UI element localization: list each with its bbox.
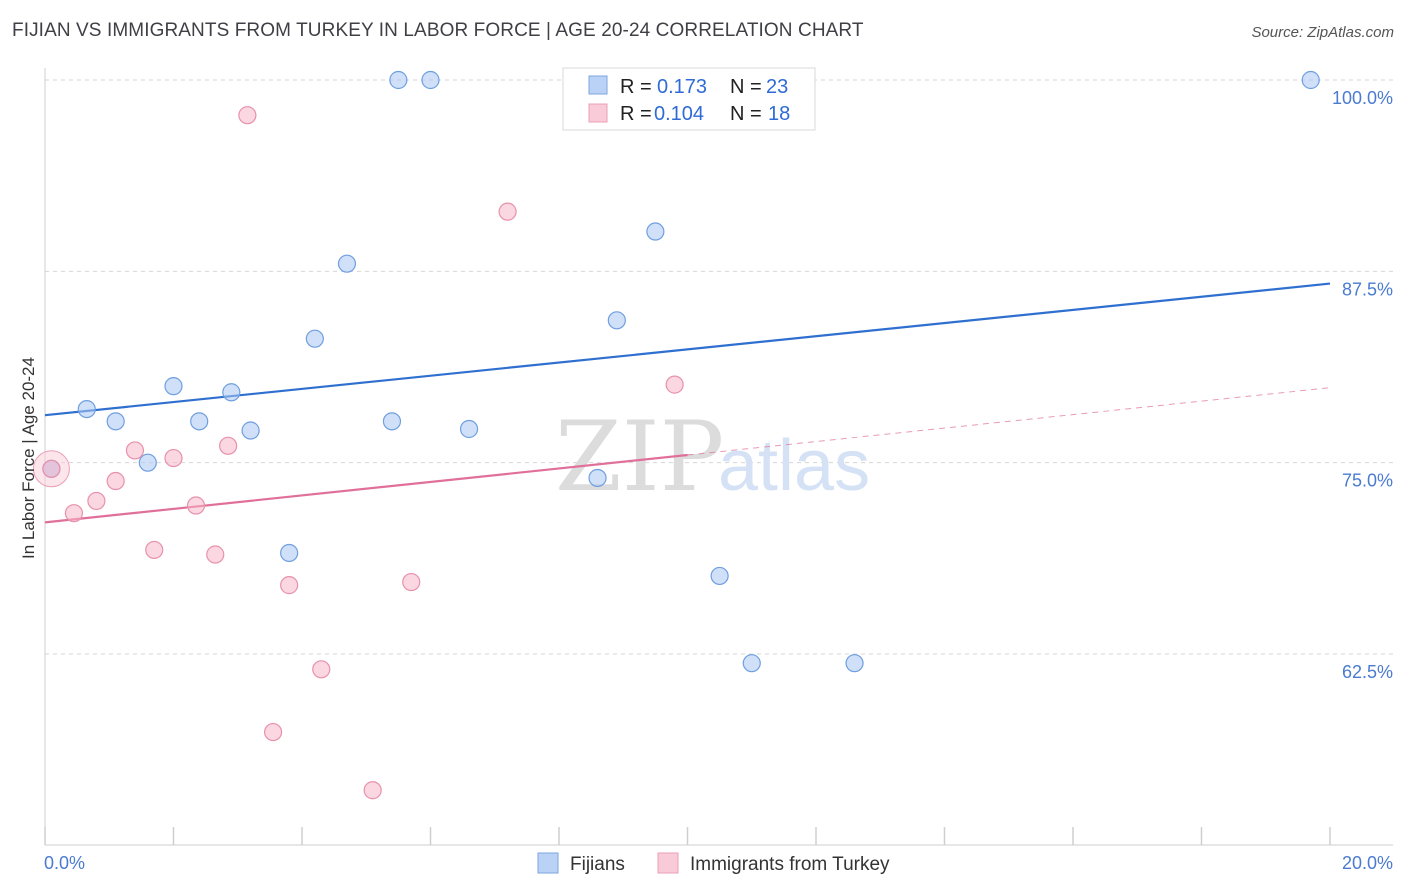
point-s0-1 [77,399,96,419]
point-s0-21 [1301,70,1320,90]
point-s0-2 [106,412,125,431]
point-s0-15 [588,468,607,488]
legend-r-label-1: R = [620,76,652,98]
legend-r-value-1: 0.173 [657,76,707,98]
legend-r-label-2: R = [620,103,652,125]
point-s0-19 [742,654,761,673]
trend-lines [44,282,1331,524]
point-s0-11 [382,412,402,431]
bottom-legend-label-fijians: Fijians [570,854,625,875]
point-s0-13 [421,70,440,90]
point-s0-20 [845,654,864,673]
point-s0-16 [607,311,626,330]
point-s0-6 [222,383,241,402]
legend-swatch-fijians [588,75,608,95]
bottom-legend-swatch-fijians [537,852,559,874]
point-s0-7 [241,421,260,440]
legend-n-value-1: 23 [766,76,788,98]
chart-title: FIJIAN VS IMMIGRANTS FROM TURKEY IN LABO… [12,20,864,41]
point-s1-7 [186,496,206,515]
point-s0-18 [710,566,729,586]
point-s0-17 [646,222,665,241]
point-s0-5 [190,412,209,431]
source-label: Source: ZipAtlas.com [1251,24,1394,41]
point-s1-16 [498,202,517,221]
trend-line-dashed-1 [687,387,1331,456]
data-points [32,70,1320,800]
y-axis-title: In Labor Force | Age 20-24 [19,357,38,559]
point-s0-14 [459,419,479,439]
bottom-legend-swatch-turkey [657,852,679,874]
top-legend: R = 0.173 N = 23 R = 0.104 N = 18 [562,67,816,131]
bottom-legend-label-turkey: Immigrants from Turkey [690,854,890,875]
x-tick-label-min: 0.0% [44,853,85,873]
point-s1-6 [164,448,183,468]
point-s1-9 [219,436,238,455]
point-s0-12 [389,70,408,90]
y-tick-label-3: 100.0% [1332,88,1393,108]
point-s1-3 [106,471,125,491]
point-s1-8 [206,545,225,564]
point-s0-9 [305,329,324,348]
trend-line-0 [44,282,1331,417]
watermark-atlas: atlas [718,426,870,506]
legend-n-label-2: N = [730,103,762,125]
y-tick-label-1: 75.0% [1342,471,1393,491]
point-s1-15 [402,572,421,592]
point-s1-12 [280,576,299,595]
y-tick-label-2: 87.5% [1342,279,1393,299]
bottom-legend: Fijians Immigrants from Turkey [537,852,890,875]
legend-swatch-turkey [588,103,608,123]
legend-n-value-2: 18 [768,103,790,125]
point-s1-1 [64,504,84,523]
y-tick-labels: 62.5% 75.0% 87.5% 100.0% [1332,88,1393,682]
point-s1-10 [238,106,257,125]
x-tick-label-max: 20.0% [1342,853,1393,873]
point-s1-13 [312,660,331,679]
y-tick-label-0: 62.5% [1342,662,1393,682]
watermark-zip: ZIP [555,401,724,513]
point-s1-11 [263,722,283,742]
point-s0-3 [138,453,157,472]
point-s1-2 [87,491,106,511]
legend-n-label-1: N = [730,76,762,98]
point-s0-4 [164,377,183,396]
legend-r-value-2: 0.104 [654,103,704,125]
point-s1-14 [363,781,382,800]
point-s1-4 [125,441,145,460]
point-s1-17 [665,375,684,394]
trend-line-1 [44,453,688,524]
point-s1-5 [145,540,164,560]
point-s0-8 [280,543,299,563]
point-s0-10 [337,254,357,273]
point-s1-0 [42,459,61,478]
